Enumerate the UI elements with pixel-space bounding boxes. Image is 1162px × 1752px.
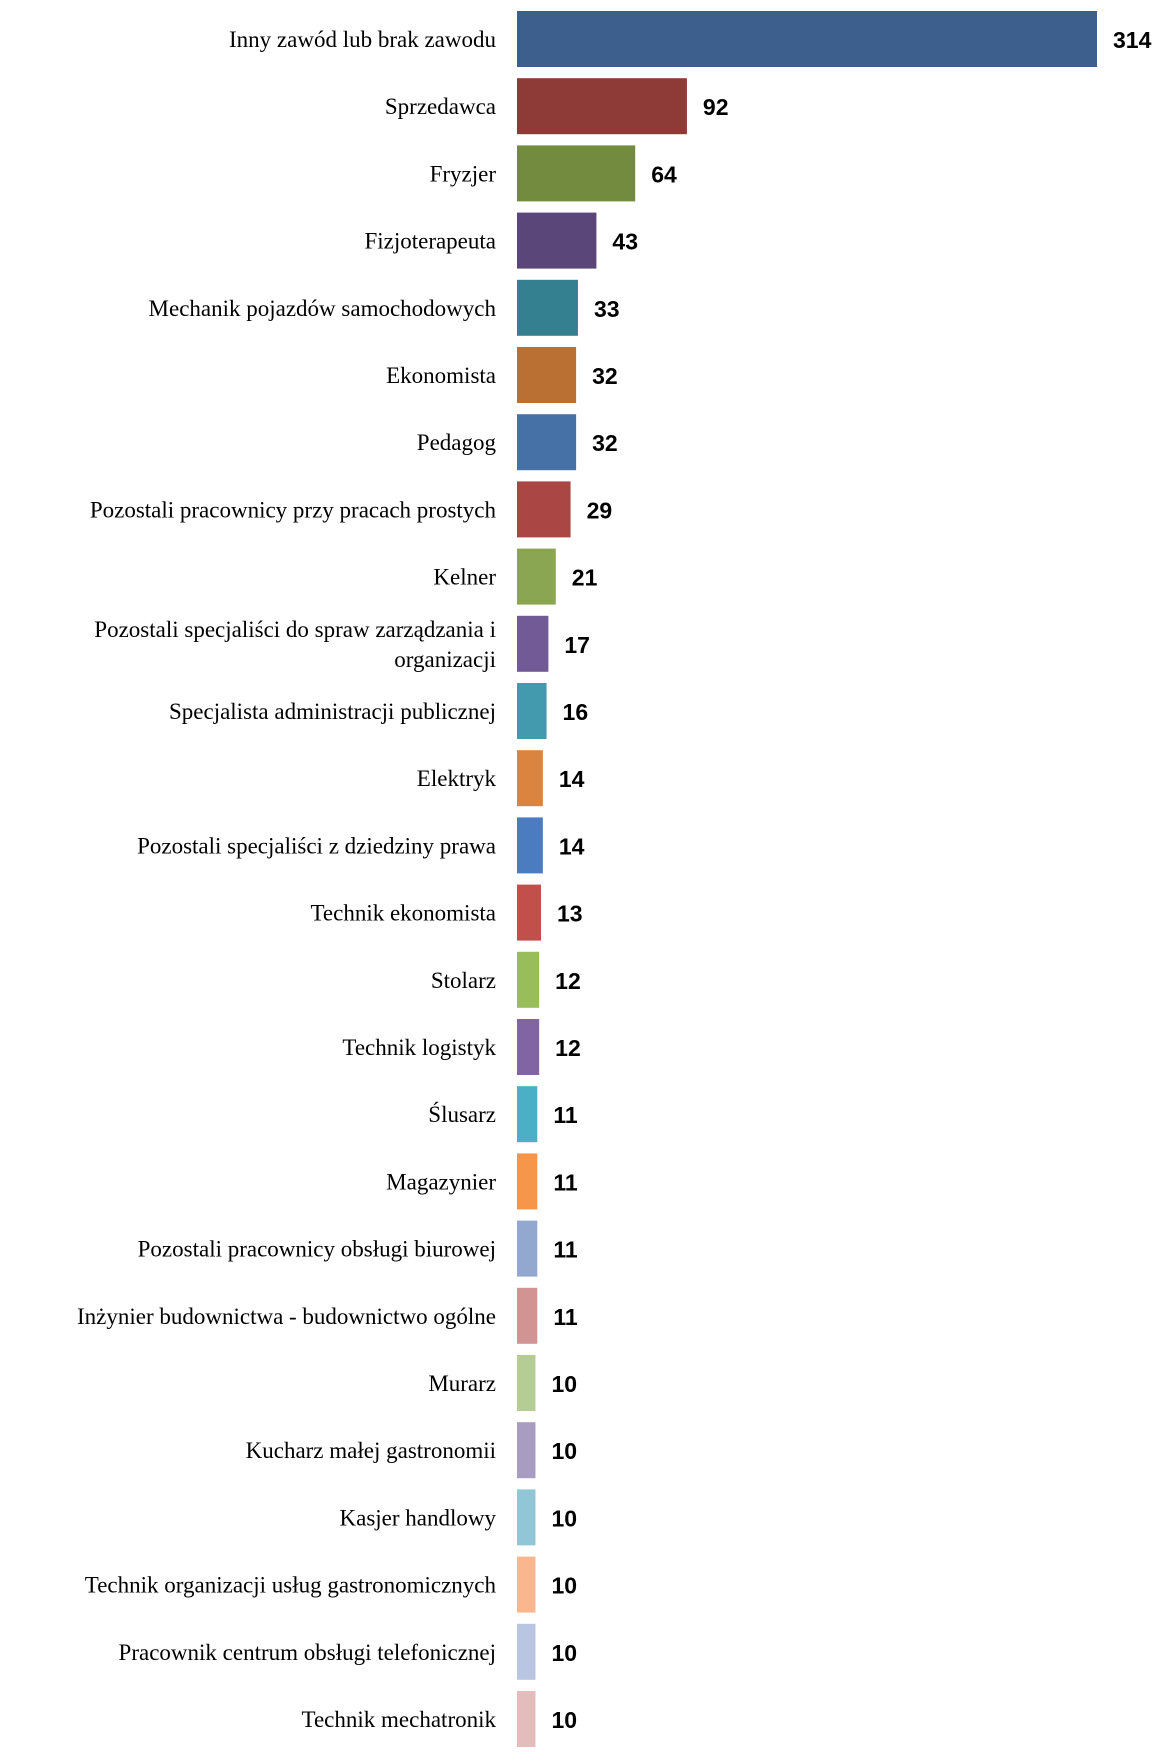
category-label: Kucharz małej gastronomii [246, 1438, 496, 1463]
category-label: Sprzedawca [385, 94, 496, 119]
category-label: Technik logistyk [342, 1035, 496, 1060]
category-label: Fryzjer [430, 161, 497, 186]
bar [517, 683, 547, 739]
bar [517, 414, 577, 471]
category-label: Elektryk [417, 766, 497, 791]
category-label: Technik mechatronik [302, 1707, 497, 1732]
bar [517, 1422, 536, 1479]
value-label: 29 [587, 497, 613, 523]
bar [517, 11, 1097, 67]
bar [517, 347, 577, 403]
value-label: 16 [563, 699, 589, 725]
category-label: Technik organizacji usług gastronomiczny… [85, 1573, 497, 1598]
value-label: 12 [555, 968, 581, 994]
value-label: 14 [559, 833, 585, 859]
value-label: 32 [592, 363, 618, 389]
bar [517, 78, 687, 135]
value-label: 21 [572, 565, 598, 591]
value-label: 32 [592, 430, 618, 456]
category-label: Pracownik centrum obsługi telefonicznej [119, 1640, 496, 1665]
category-label: Pozostali pracownicy przy pracach prosty… [90, 497, 497, 522]
category-label: Pedagog [417, 430, 497, 455]
bar [517, 615, 549, 672]
bar [517, 1220, 538, 1277]
category-label: Kelner [433, 565, 496, 590]
value-label: 10 [551, 1371, 577, 1397]
value-label: 12 [555, 1035, 581, 1061]
value-label: 13 [557, 901, 583, 927]
value-label: 14 [559, 766, 585, 792]
bar [517, 212, 597, 269]
category-label: Fizjoterapeuta [364, 229, 496, 254]
category-label: Pozostali specjaliści do spraw zarządzan… [94, 617, 496, 642]
value-label: 10 [551, 1573, 577, 1599]
category-label: Ślusarz [428, 1101, 496, 1127]
bar [517, 279, 578, 336]
bar [517, 1086, 538, 1143]
value-label: 10 [551, 1505, 577, 1531]
category-label: Magazynier [386, 1169, 496, 1194]
bar [517, 1623, 536, 1680]
bar [517, 1153, 538, 1210]
bar [517, 548, 556, 605]
bar [517, 1355, 536, 1411]
value-label: 33 [594, 296, 620, 322]
bar [517, 951, 540, 1008]
value-label: 92 [703, 94, 729, 120]
category-label: Pozostali specjaliści z dziedziny prawa [137, 833, 496, 858]
category-label: organizacji [394, 647, 496, 672]
bar [517, 1489, 536, 1546]
bar [517, 817, 543, 874]
category-label: Mechanik pojazdów samochodowych [149, 296, 497, 321]
value-label: 11 [553, 1304, 578, 1330]
bar [517, 481, 571, 538]
value-label: 11 [553, 1102, 578, 1128]
value-label: 10 [551, 1438, 577, 1464]
bar [517, 884, 542, 941]
bar [517, 750, 543, 807]
bar [517, 1691, 536, 1747]
value-label: 11 [553, 1237, 578, 1263]
bar [517, 1019, 540, 1075]
category-label: Ekonomista [386, 363, 496, 388]
category-label: Pozostali pracownicy obsługi biurowej [138, 1237, 496, 1262]
bar [517, 1287, 538, 1344]
category-label: Stolarz [431, 968, 496, 993]
value-label: 10 [551, 1640, 577, 1666]
category-label: Kasjer handlowy [340, 1505, 497, 1530]
category-label: Inżynier budownictwa - budownictwo ogóln… [77, 1304, 496, 1329]
value-label: 11 [553, 1169, 578, 1195]
value-label: 314 [1113, 27, 1152, 53]
category-label: Specjalista administracji publicznej [169, 699, 496, 724]
bar [517, 1556, 536, 1613]
category-label: Technik ekonomista [310, 901, 496, 926]
category-label: Inny zawód lub brak zawodu [229, 27, 496, 52]
value-label: 64 [651, 161, 677, 187]
value-label: 10 [551, 1707, 577, 1733]
bar [517, 145, 636, 202]
value-label: 17 [564, 632, 590, 658]
category-label: Murarz [428, 1371, 496, 1396]
value-label: 43 [612, 229, 638, 255]
